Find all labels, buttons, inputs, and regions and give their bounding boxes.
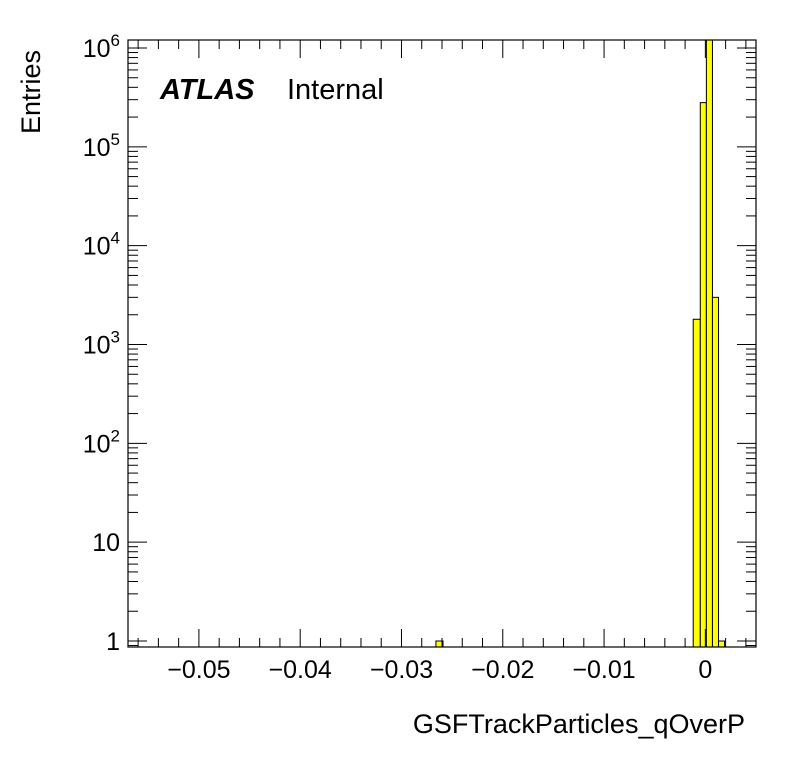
x-tick-label: −0.04 [269,656,332,684]
y-tick-label: 106 [83,31,120,63]
histogram-bar-3 [705,39,713,648]
major-ticks [128,40,756,647]
y-tick-label: 105 [83,130,120,162]
y-tick-label: 102 [83,426,120,458]
histogram-bar-4 [711,296,720,648]
x-tick-label: −0.02 [471,656,534,684]
x-tick-labels: −0.05 −0.04 −0.03 −0.02 −0.01 0 [167,656,712,684]
plot-frame [127,39,757,648]
atlas-status-label: Internal [287,74,384,106]
x-tick-label: −0.03 [370,656,433,684]
histogram-bar-5 [718,640,726,648]
atlas-label: ATLAS [159,74,255,106]
histogram-bar-1 [692,318,701,648]
y-tick-label: 104 [83,229,120,261]
y-tick-label: 1 [106,628,120,656]
x-tick-label: −0.01 [572,656,635,684]
y-axis-title: Entries [16,50,46,134]
histogram-bars [435,39,726,648]
y-tick-label: 103 [83,328,120,360]
minor-ticks [128,40,756,647]
x-tick-label: −0.05 [167,656,230,684]
x-axis-title: GSFTrackParticles_qOverP [413,709,745,739]
y-tick-labels: 110102103104105106107 [83,31,120,656]
y-tick-label: 10 [92,529,120,557]
histogram-bar-2 [699,102,707,648]
x-tick-label: 0 [698,656,712,684]
